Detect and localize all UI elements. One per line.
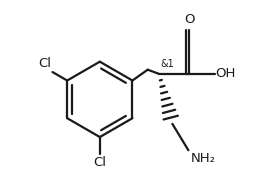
Text: Cl: Cl: [39, 57, 51, 70]
Text: Cl: Cl: [93, 156, 106, 169]
Text: &1: &1: [160, 59, 174, 69]
Text: OH: OH: [216, 67, 236, 80]
Text: NH₂: NH₂: [190, 152, 215, 165]
Text: O: O: [184, 13, 195, 26]
